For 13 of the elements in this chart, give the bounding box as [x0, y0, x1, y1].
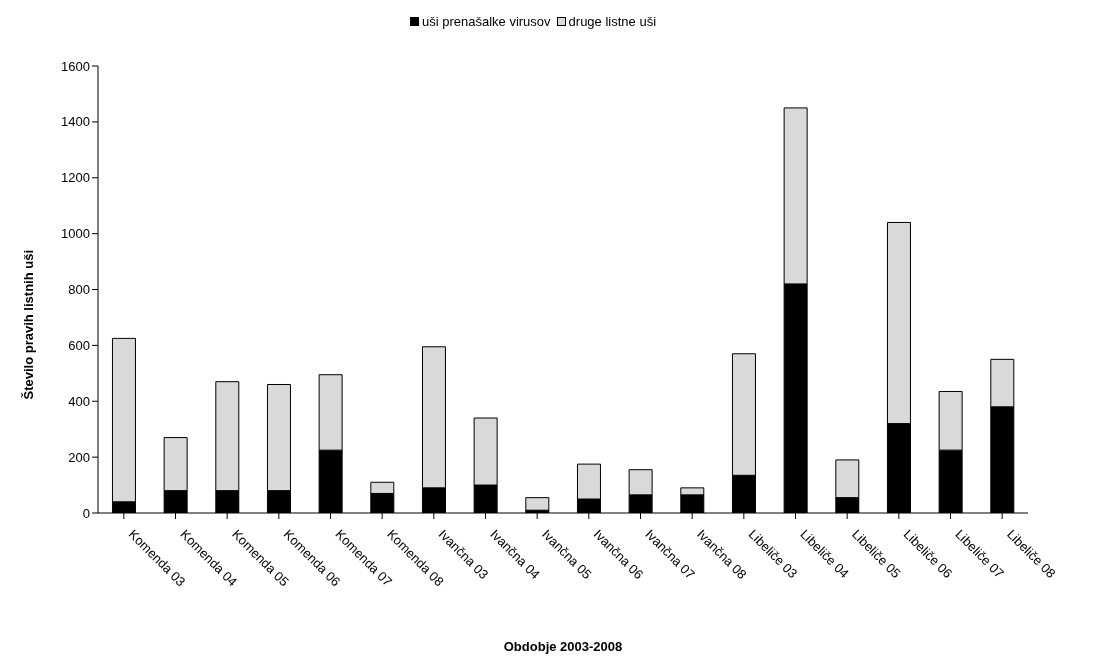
legend-label: druge listne uši — [567, 14, 657, 29]
y-tick-label: 800 — [68, 282, 90, 298]
y-tick-label: 200 — [68, 449, 90, 465]
y-tick-label: 0 — [82, 505, 90, 521]
x-axis-title: Obdobje 2003-2008 — [503, 639, 623, 654]
y-tick-label: 1000 — [61, 226, 90, 242]
y-tick-label: 1400 — [61, 114, 90, 130]
y-axis-title: Število pravih listnih uši — [20, 249, 36, 400]
y-tick-label: 1600 — [61, 58, 90, 74]
legend-label: uši prenašalke virusov — [420, 14, 551, 29]
y-tick-label: 400 — [68, 393, 90, 409]
y-tick-label: 1200 — [61, 170, 90, 186]
y-tick-label: 600 — [68, 337, 90, 353]
